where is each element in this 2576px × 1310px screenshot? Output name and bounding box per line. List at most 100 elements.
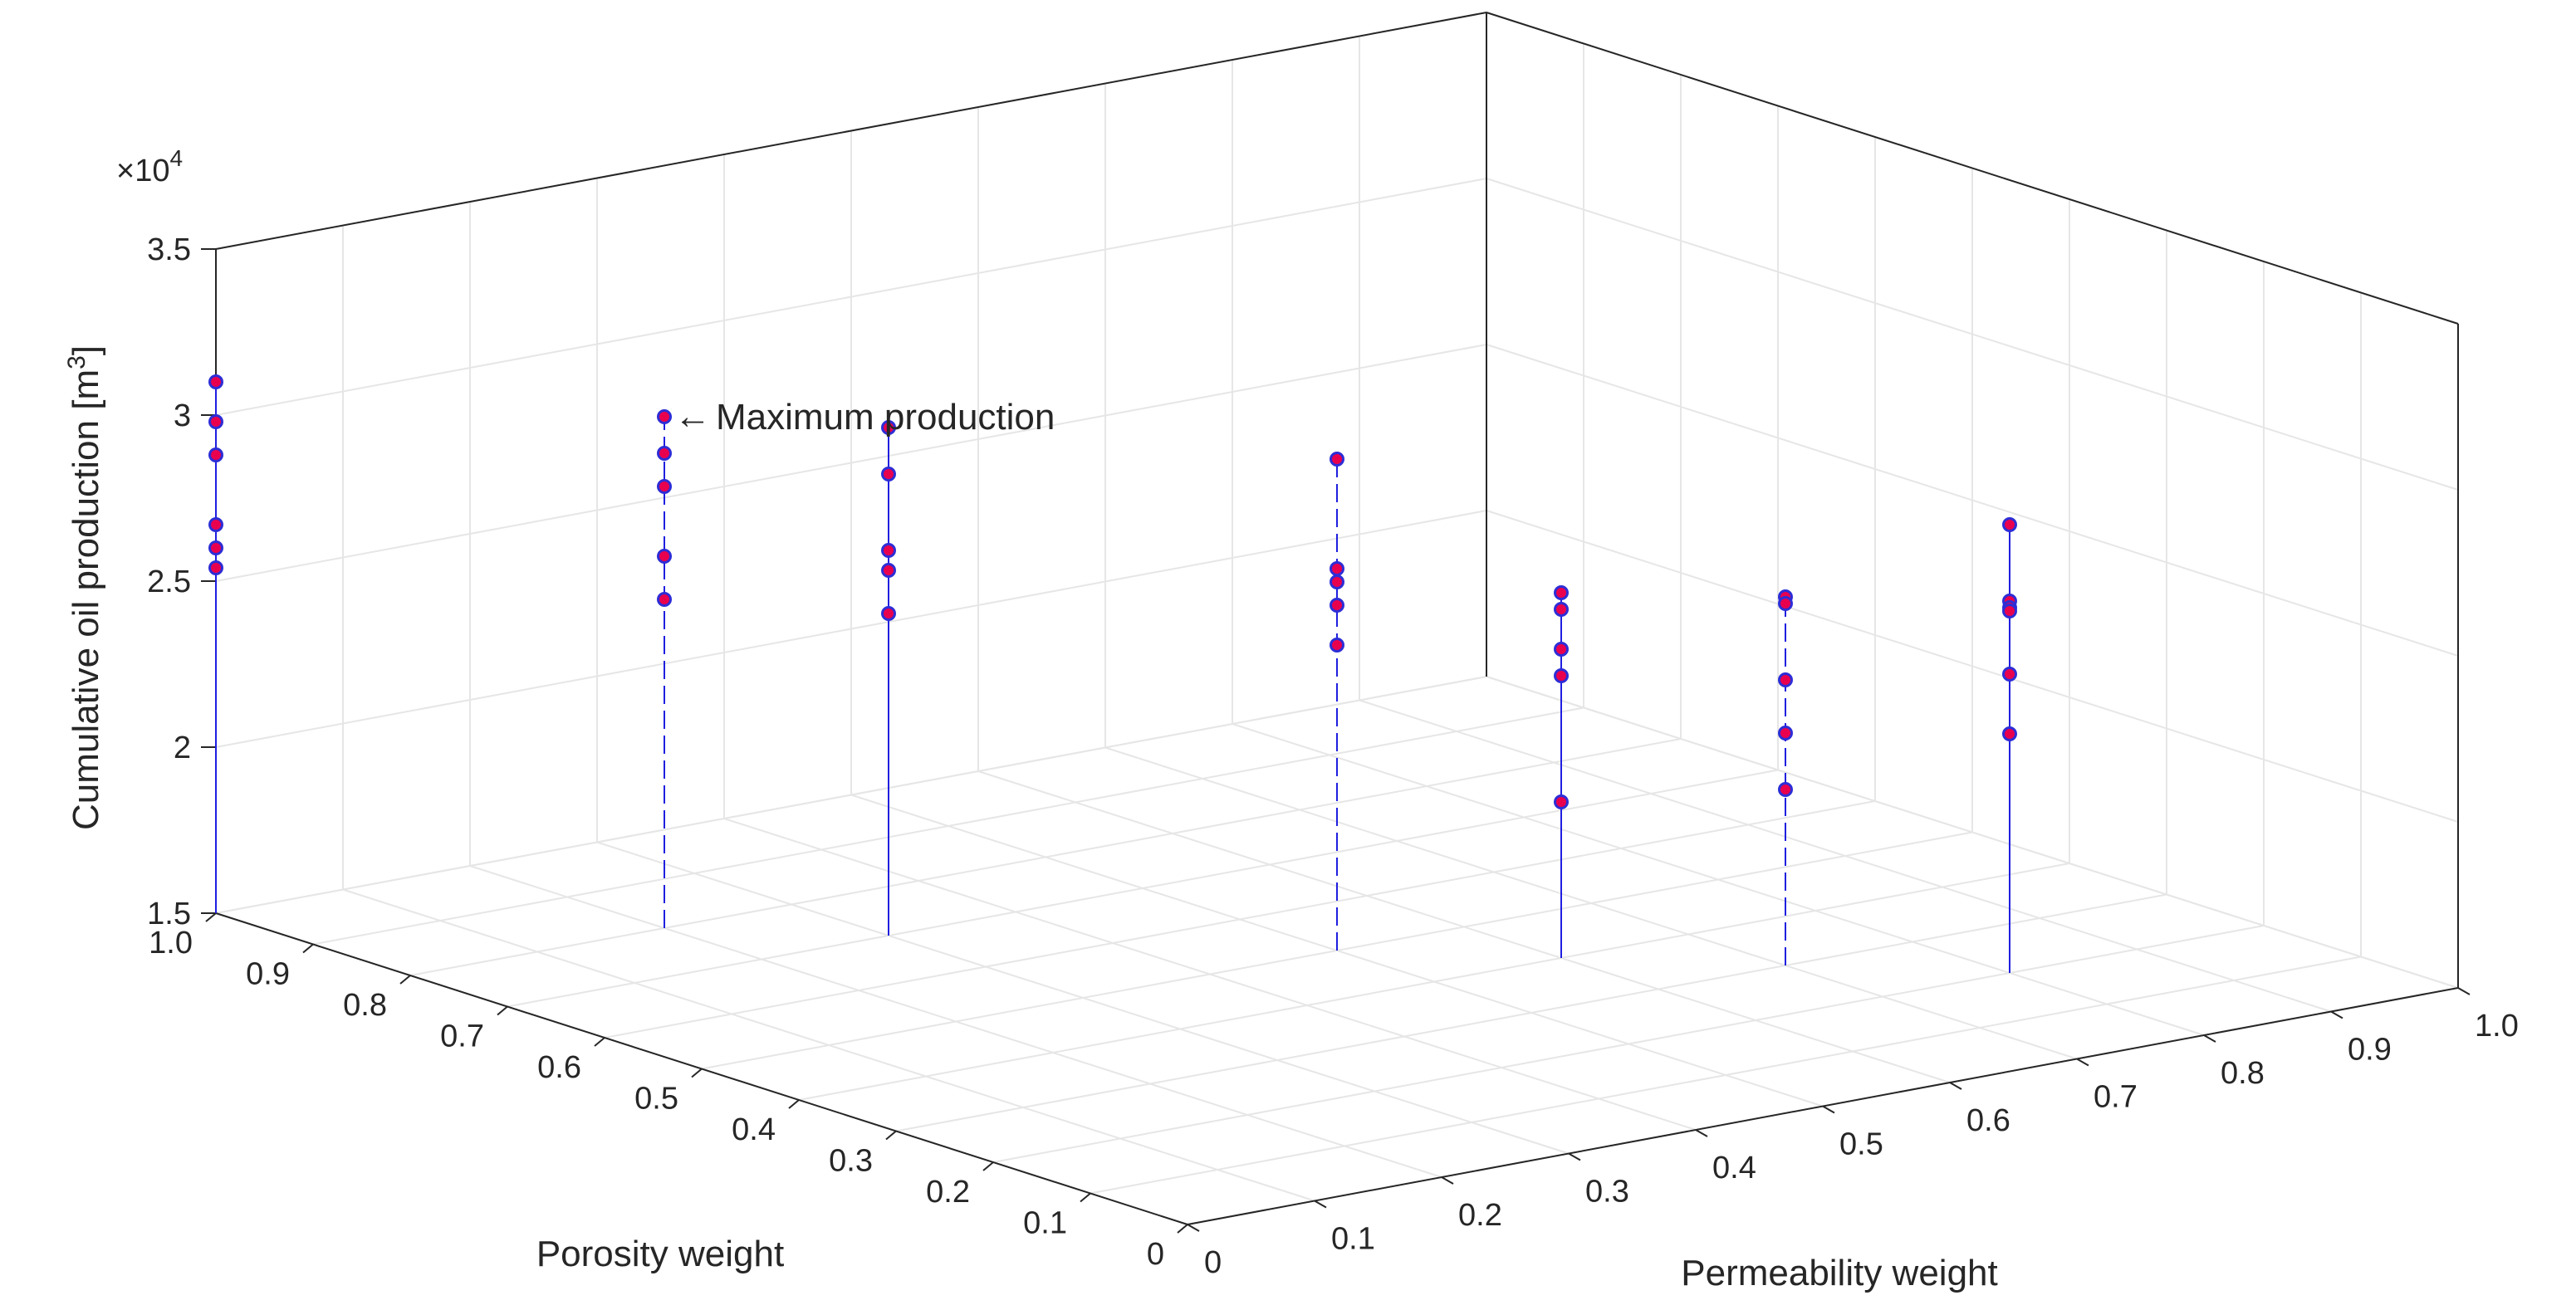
x-tick-mark <box>982 1161 994 1171</box>
z-axis-label-superscript: 3 <box>63 355 91 369</box>
y-tick-label: 0 <box>1204 1245 1222 1280</box>
x-tick-mark <box>1080 1192 1091 1203</box>
data-point <box>1554 668 1569 683</box>
z-axis-label-main: Cumulative oil production [m <box>66 369 106 830</box>
data-point <box>657 479 672 494</box>
x-tick-mark <box>399 975 411 985</box>
data-point <box>1778 596 1793 611</box>
x-tick-mark <box>885 1130 897 1141</box>
y-tick-label: 0.8 <box>2221 1056 2265 1091</box>
y-tick-label: 0.2 <box>1458 1198 1502 1233</box>
z-tick-label: 3.5 <box>147 232 191 267</box>
y-tick-mark <box>2330 1010 2343 1019</box>
label-layer: Porosity weight Permeability weight Cumu… <box>63 145 1998 1293</box>
y-tick-mark <box>1187 1224 1200 1232</box>
floor-grid-y <box>1104 746 2078 1060</box>
x-tick-label: 0 <box>1147 1237 1164 1272</box>
z-tick-label: 1.5 <box>147 897 191 931</box>
annotation-layer: ← Maximum production <box>674 396 1055 437</box>
floor-grid-y <box>1232 723 2205 1036</box>
wall-grid-z <box>215 178 1487 416</box>
y-tick-mark <box>1949 1082 1962 1090</box>
x-tick-label: 0.1 <box>1023 1206 1067 1241</box>
x-tick-mark <box>1177 1224 1188 1234</box>
x-tick-label: 0.9 <box>246 957 290 992</box>
floor-grid-y <box>723 818 1697 1131</box>
axes-box-edge <box>1486 12 2459 325</box>
y-tick-mark <box>2457 987 2471 995</box>
x-tick-label: 0.6 <box>537 1050 581 1085</box>
y-tick-mark <box>1314 1200 1327 1209</box>
y-tick-label: 0.7 <box>2094 1080 2138 1115</box>
data-point <box>208 447 223 462</box>
wall-grid-z <box>1486 510 2459 823</box>
x-tick-label: 0.8 <box>343 988 387 1023</box>
data-point <box>208 540 223 555</box>
data-point <box>208 560 223 575</box>
z-tick-label: 2 <box>174 731 191 765</box>
floor-grid-y <box>977 770 1951 1083</box>
y-tick-label: 0.4 <box>1712 1151 1756 1185</box>
y-tick-label: 0.6 <box>1966 1103 2010 1138</box>
floor-grid-y <box>342 888 1315 1202</box>
data-point <box>881 467 896 481</box>
wall-grid-z <box>215 510 1487 748</box>
data-point <box>1778 782 1793 797</box>
y-tick-mark <box>1822 1105 1835 1114</box>
data-point <box>208 414 223 429</box>
z-tick-label: 3 <box>174 398 191 433</box>
data-point <box>1330 638 1344 653</box>
data-point <box>208 374 223 389</box>
data-point <box>208 517 223 532</box>
data-point <box>2002 726 2017 741</box>
data-point <box>1330 598 1344 613</box>
annotation-arrow: ← <box>674 396 711 437</box>
x-tick-mark <box>594 1037 605 1047</box>
data-point <box>1330 574 1344 589</box>
data-point <box>881 563 896 578</box>
data-point <box>1778 726 1793 741</box>
y-tick-mark <box>2076 1058 2089 1067</box>
z-tick-label: 2.5 <box>147 565 191 599</box>
y-tick-label: 0.5 <box>1839 1127 1883 1162</box>
stem-layer <box>208 374 2017 973</box>
data-point <box>1554 585 1569 600</box>
data-point <box>1554 602 1569 617</box>
data-point <box>657 409 672 424</box>
x-tick-label: 1.0 <box>149 926 193 961</box>
axes-box-edge <box>215 12 1487 250</box>
y-tick-label: 0.9 <box>2348 1033 2392 1068</box>
y-tick-label: 0.3 <box>1585 1175 1629 1210</box>
wall-grid-z <box>1486 676 2459 989</box>
data-point <box>1554 642 1569 657</box>
y-tick-mark <box>2203 1034 2216 1043</box>
x-tick-mark <box>691 1068 703 1078</box>
data-point <box>1778 672 1793 687</box>
data-point <box>1330 452 1344 467</box>
x-tick-label: 0.3 <box>829 1144 873 1179</box>
data-point <box>657 549 672 564</box>
data-point <box>881 606 896 621</box>
x-tick-mark <box>497 1005 508 1016</box>
z-exponent-power: 4 <box>169 145 183 171</box>
x-tick-label: 0.7 <box>440 1019 484 1054</box>
wall-grid-z <box>1486 344 2459 657</box>
z-axis-label-close: ] <box>66 345 106 355</box>
z-exponent-label: ×104 <box>116 145 183 188</box>
data-point <box>881 420 896 435</box>
data-point <box>1330 561 1344 576</box>
data-point <box>2002 667 2017 682</box>
z-axis-label: Cumulative oil production [m3] <box>63 345 106 830</box>
y-tick-label: 0.1 <box>1331 1222 1375 1257</box>
x-tick-mark <box>205 912 217 922</box>
x-tick-mark <box>788 1099 800 1109</box>
wall-grid-z <box>215 676 1487 914</box>
y-tick-mark <box>1441 1176 1454 1185</box>
x-tick-mark <box>302 943 314 954</box>
wall-grid-z <box>215 344 1487 582</box>
z-exponent-prefix: ×10 <box>116 154 169 188</box>
x-tick-label: 0.5 <box>634 1082 678 1117</box>
y-axis-label: Permeability weight <box>1681 1253 1998 1293</box>
data-point <box>2002 604 2017 618</box>
